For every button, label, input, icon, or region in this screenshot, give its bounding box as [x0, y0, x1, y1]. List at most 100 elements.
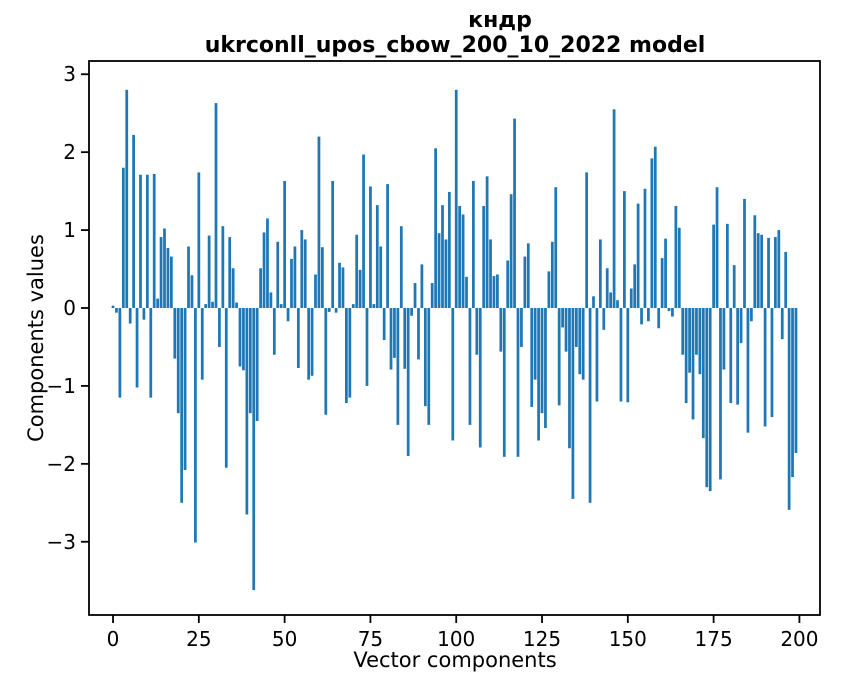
bar-component-81 — [389, 308, 393, 370]
bar-component-46 — [269, 292, 273, 308]
bar-component-78 — [379, 246, 383, 309]
bar-component-186 — [749, 308, 753, 322]
plot-border — [88, 60, 821, 616]
bar-component-183 — [739, 308, 743, 344]
bar-component-152 — [633, 264, 637, 308]
bar-component-85 — [403, 308, 407, 369]
bar-component-172 — [701, 308, 705, 439]
bar-component-128 — [550, 241, 554, 308]
bar-component-105 — [472, 180, 475, 308]
bar-component-120 — [523, 256, 527, 309]
bar-component-142 — [598, 239, 602, 308]
bar-component-104 — [468, 308, 472, 425]
bar-component-66 — [338, 262, 341, 308]
bar-component-123 — [533, 308, 537, 380]
bar-component-155 — [643, 188, 647, 309]
bar-component-133 — [568, 308, 571, 449]
bar-component-175 — [712, 224, 715, 308]
y-axis-tick-label: 3 — [63, 62, 76, 86]
bar-component-117 — [513, 118, 516, 308]
bar-component-4 — [125, 89, 129, 308]
bar-component-33 — [224, 308, 228, 468]
bar-component-197 — [787, 308, 791, 510]
bar-component-73 — [362, 154, 365, 308]
bar-component-171 — [698, 308, 702, 375]
bar-component-55 — [300, 230, 304, 308]
bar-component-79 — [382, 308, 386, 340]
chart-subtitle: ukrconll_upos_cbow_200_10_2022 model — [204, 33, 706, 58]
bar-component-40 — [248, 308, 252, 414]
bar-component-45 — [266, 218, 269, 309]
bar-component-161 — [664, 238, 667, 308]
bar-component-130 — [557, 308, 561, 406]
bar-component-177 — [719, 308, 722, 480]
bar-component-61 — [321, 247, 324, 309]
bar-component-168 — [688, 308, 691, 373]
bar-component-47 — [272, 308, 276, 355]
bar-component-100 — [454, 89, 458, 308]
bar-component-68 — [345, 308, 348, 404]
bar-component-101 — [458, 205, 462, 308]
bar-component-25 — [197, 172, 201, 308]
bar-component-22 — [187, 246, 190, 309]
bar-component-19 — [176, 308, 180, 414]
bar-component-92 — [427, 308, 431, 425]
bar-component-37 — [238, 308, 242, 367]
bar-component-57 — [307, 308, 311, 380]
x-axis-tick-label: 0 — [107, 627, 120, 651]
bar-component-91 — [423, 308, 427, 407]
bar-component-44 — [262, 232, 266, 308]
bar-component-51 — [286, 308, 290, 322]
bar-component-38 — [242, 308, 245, 371]
y-axis-tick-label: −1 — [47, 374, 76, 398]
bar-component-108 — [482, 205, 486, 308]
bar-component-94 — [434, 148, 437, 308]
y-axis-label: Components values — [24, 234, 48, 442]
bar-component-135 — [574, 308, 578, 347]
bar-component-65 — [334, 308, 338, 313]
bar-component-29 — [211, 301, 214, 308]
bar-component-41 — [252, 308, 256, 591]
bar-component-179 — [725, 223, 729, 308]
bar-component-192 — [770, 308, 774, 418]
bar-component-89 — [417, 308, 420, 360]
bar-component-109 — [485, 176, 489, 308]
bar-component-114 — [502, 308, 506, 457]
bar-component-49 — [279, 304, 283, 309]
chart-title: кндр — [468, 8, 532, 33]
bar-component-58 — [310, 308, 314, 376]
bar-component-15 — [163, 228, 166, 308]
x-axis-label: Vector components — [353, 648, 557, 672]
bar-component-174 — [708, 308, 712, 492]
bar-component-80 — [386, 184, 389, 308]
bar-component-182 — [736, 308, 740, 405]
bar-component-99 — [451, 308, 455, 441]
bar-component-32 — [221, 226, 225, 308]
bar-component-76 — [372, 304, 376, 309]
bar-component-0 — [111, 305, 115, 308]
bar-component-8 — [139, 174, 142, 308]
bar-component-74 — [365, 308, 369, 386]
bar-component-84 — [399, 226, 403, 308]
bar-component-156 — [647, 308, 650, 322]
bar-component-83 — [396, 308, 400, 425]
bar-component-52 — [290, 258, 293, 308]
bar-component-147 — [616, 300, 619, 308]
bar-component-138 — [585, 172, 589, 308]
bar-component-2 — [118, 308, 122, 398]
bar-component-113 — [499, 308, 503, 352]
bar-component-146 — [612, 109, 616, 308]
bar-component-35 — [231, 268, 235, 308]
bar-component-189 — [760, 234, 764, 308]
bar-component-129 — [554, 187, 558, 308]
bar-component-63 — [327, 308, 331, 312]
bar-component-103 — [465, 276, 468, 308]
bar-component-110 — [489, 239, 492, 308]
bar-component-36 — [235, 302, 238, 308]
bar-component-13 — [156, 298, 160, 308]
bar-component-12 — [152, 173, 156, 308]
bar-component-199 — [794, 308, 798, 453]
bar-component-11 — [149, 308, 153, 398]
bar-component-167 — [684, 308, 688, 404]
bar-component-27 — [204, 304, 208, 309]
